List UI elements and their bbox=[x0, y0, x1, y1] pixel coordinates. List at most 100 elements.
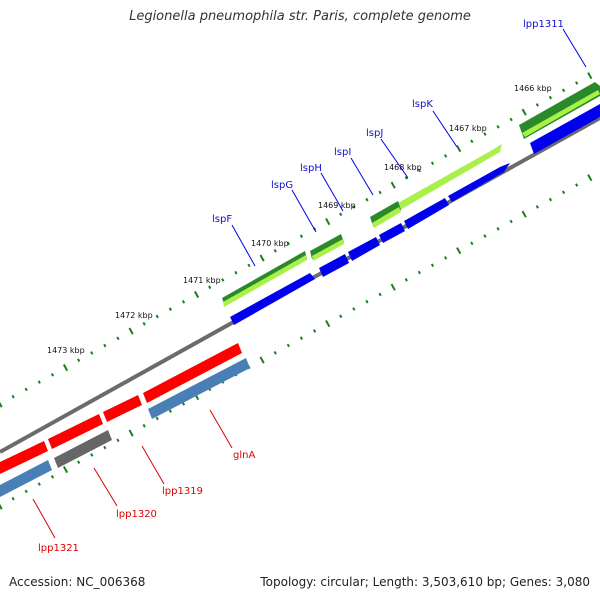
leader-line-glna bbox=[209, 409, 233, 449]
gene-label-lpp1321[interactable]: lpp1321 bbox=[38, 543, 79, 554]
scale-label-1471: 1471 kbp bbox=[183, 276, 221, 285]
gene-block-lspj-blue[interactable] bbox=[404, 198, 449, 229]
gene-label-lspk[interactable]: lspK bbox=[412, 99, 433, 110]
gene-label-lspf[interactable]: lspF bbox=[212, 214, 232, 225]
scale-tick bbox=[90, 351, 94, 355]
scale-tick bbox=[339, 314, 343, 319]
scale-tick bbox=[155, 314, 159, 319]
scale-tick bbox=[352, 205, 356, 209]
scale-label-1472: 1472 kbp bbox=[115, 311, 153, 320]
gene-label-lpp1311[interactable]: lpp1311 bbox=[523, 19, 564, 30]
gene-block-lpp1319-red[interactable] bbox=[103, 395, 142, 422]
gene-block-lspf-blue[interactable] bbox=[230, 273, 315, 325]
gene-label-glna[interactable]: glnA bbox=[233, 450, 255, 461]
scale-tick bbox=[325, 218, 331, 226]
scale-tick bbox=[181, 300, 186, 304]
scale-tick bbox=[77, 460, 81, 464]
scale-tick bbox=[521, 108, 527, 116]
scale-tick bbox=[365, 197, 369, 202]
gene-block-lspj-green-light[interactable] bbox=[372, 207, 401, 228]
scale-tick bbox=[325, 320, 331, 328]
scale-tick bbox=[37, 380, 41, 384]
scale-tick bbox=[234, 270, 238, 275]
gene-block-lpp1320-red[interactable] bbox=[48, 414, 103, 449]
gene-block-lsph-blue[interactable] bbox=[348, 237, 380, 261]
scale-tick bbox=[168, 307, 172, 311]
scale-tick bbox=[208, 285, 212, 290]
top-gene-labels: lpp1311 lspK lspJ lspI lspH lspG lspF bbox=[212, 19, 587, 267]
scale-label-1467: 1467 kbp bbox=[449, 124, 487, 133]
scale-tick bbox=[483, 132, 487, 136]
reverse-cds-track bbox=[0, 343, 242, 474]
scale-tick bbox=[168, 409, 172, 413]
scale-tick bbox=[62, 364, 69, 372]
leader-line-lpp1319 bbox=[141, 445, 165, 485]
gene-block-lpp1311-blue[interactable] bbox=[530, 104, 600, 154]
scale-tick bbox=[378, 190, 382, 195]
scale-tick bbox=[77, 358, 81, 362]
scale-tick bbox=[11, 394, 15, 399]
gene-block-lspk-green[interactable] bbox=[398, 144, 502, 210]
scale-tick bbox=[11, 496, 15, 501]
leader-line-lspk bbox=[432, 110, 458, 148]
scale-tick bbox=[259, 356, 265, 364]
scale-tick bbox=[509, 219, 513, 224]
gene-block-lpp1311-green-light[interactable] bbox=[522, 90, 600, 137]
scale-label-1468: 1468 kbp bbox=[384, 163, 422, 172]
scale-tick bbox=[535, 205, 539, 209]
scale-tick bbox=[24, 489, 28, 494]
scale-tick bbox=[142, 321, 146, 326]
gene-block-lspg-blue[interactable] bbox=[319, 254, 349, 277]
scale-tick bbox=[548, 95, 553, 100]
gene-block-glna-red[interactable] bbox=[143, 343, 242, 403]
leader-line-lspj bbox=[380, 138, 409, 179]
scale-tick bbox=[194, 291, 200, 299]
scale-tick bbox=[390, 181, 396, 189]
scale-tick bbox=[575, 183, 579, 187]
scale-label-1466: 1466 kbp bbox=[514, 84, 552, 93]
scale-tick bbox=[378, 292, 382, 297]
gene-label-lpp1320[interactable]: lpp1320 bbox=[116, 509, 157, 520]
gene-block-lsph-green-light[interactable] bbox=[312, 239, 344, 261]
gene-block-lpp1321-red[interactable] bbox=[0, 441, 48, 474]
scale-tick bbox=[561, 190, 566, 195]
gene-block-lpp1321-steel[interactable] bbox=[0, 460, 52, 497]
gene-label-lsph[interactable]: lspH bbox=[300, 163, 322, 174]
gene-label-lspj[interactable]: lspJ bbox=[366, 128, 383, 139]
scale-tick bbox=[103, 343, 107, 348]
scale-tick bbox=[128, 327, 134, 335]
gene-block-lspk-blue[interactable] bbox=[448, 163, 510, 202]
gene-label-lspi[interactable]: lspI bbox=[334, 147, 351, 158]
scale-tick bbox=[299, 336, 304, 340]
scale-tick bbox=[116, 438, 120, 443]
scale-tick bbox=[430, 263, 435, 268]
leader-line-lspi bbox=[350, 157, 374, 196]
gene-label-lspg[interactable]: lspG bbox=[271, 180, 293, 191]
scale-tick bbox=[155, 416, 159, 421]
leader-line-lpp1321 bbox=[32, 498, 56, 539]
accession-text: Accession: NC_006368 bbox=[9, 575, 146, 589]
scale-label-1469: 1469 kbp bbox=[318, 201, 356, 210]
scale-label-1470: 1470 kbp bbox=[251, 239, 289, 248]
scale-tick bbox=[404, 176, 408, 180]
tick-rows bbox=[0, 72, 593, 510]
scale-tick bbox=[50, 475, 55, 479]
scale-tick bbox=[535, 103, 539, 107]
scale-tick bbox=[444, 154, 448, 158]
scale-tick bbox=[430, 161, 435, 166]
gene-block-lpp1320-gray[interactable] bbox=[54, 430, 112, 468]
leader-line-lpp1311 bbox=[562, 28, 587, 68]
forward-cds-track bbox=[230, 104, 600, 325]
gene-block-glna-steel[interactable] bbox=[148, 358, 250, 419]
scale-label-1473: 1473 kbp bbox=[47, 346, 85, 355]
gene-label-lpp1319[interactable]: lpp1319 bbox=[162, 486, 203, 497]
scale-tick bbox=[496, 227, 500, 231]
leader-line-lsph bbox=[320, 172, 344, 212]
scale-tick bbox=[273, 351, 277, 355]
gene-block-lspi-blue[interactable] bbox=[379, 223, 405, 243]
scale-tick bbox=[575, 81, 579, 85]
gene-block-lspf-green-light[interactable] bbox=[223, 255, 307, 307]
scale-tick bbox=[456, 247, 462, 255]
scale-tick bbox=[470, 139, 474, 144]
scale-tick bbox=[509, 117, 513, 122]
